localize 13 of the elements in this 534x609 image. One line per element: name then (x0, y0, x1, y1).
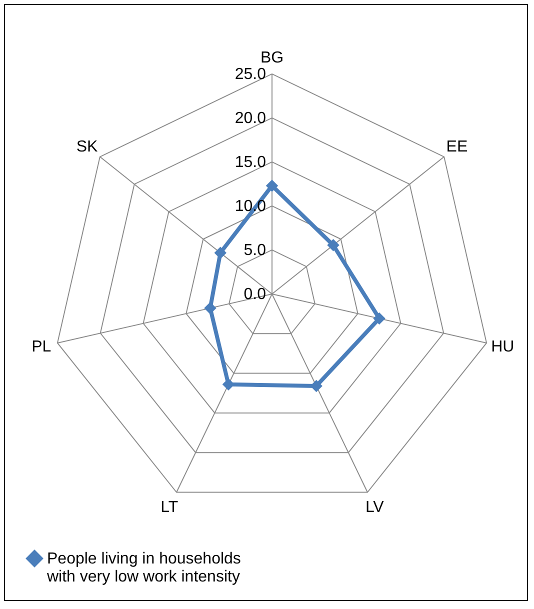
y-tick-label: 25.0 (234, 66, 266, 83)
spoke-label: LT (160, 499, 178, 516)
y-tick-label: 0.0 (244, 286, 266, 303)
y-tick-label: 20.0 (234, 110, 266, 127)
spoke-label: HU (491, 338, 514, 356)
spoke-label: LV (365, 499, 384, 516)
legend-label: People living in households with very low work intensity (46, 550, 241, 586)
y-tick-label: 15.0 (234, 154, 266, 171)
spoke-label: SK (76, 138, 98, 156)
spoke-label: EE (446, 138, 468, 156)
spoke-label: PL (32, 338, 52, 356)
spoke-label: BG (260, 49, 284, 66)
y-tick-label: 5.0 (244, 242, 266, 259)
